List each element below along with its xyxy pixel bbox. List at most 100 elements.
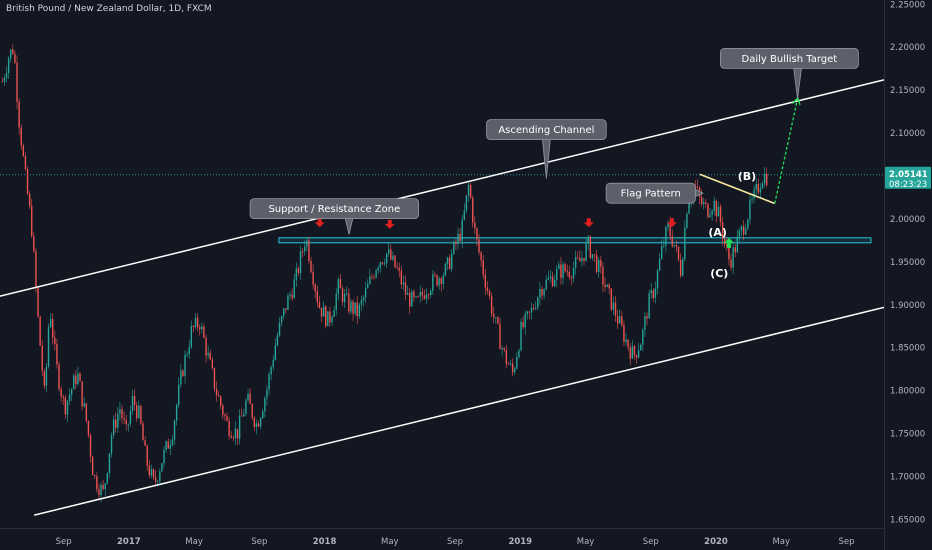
candle-body	[249, 393, 251, 405]
candle-body	[16, 62, 18, 102]
candle-body	[381, 262, 384, 264]
candle-body	[68, 394, 71, 401]
candle-body	[293, 279, 295, 299]
candle-body	[467, 184, 470, 196]
candle-body	[465, 195, 468, 211]
candle-body	[413, 291, 415, 298]
plot-area[interactable]: (B) (A) (C) Daily Bullish Target Ascending C…	[0, 44, 884, 516]
callout-box	[249, 198, 420, 220]
candle-body	[377, 267, 379, 271]
x-tick-label: Sep	[643, 537, 659, 547]
candle-body	[251, 404, 253, 418]
candle-body	[740, 226, 743, 231]
candle-body	[318, 302, 321, 308]
candle-body	[257, 423, 260, 427]
candle-body	[22, 145, 25, 156]
candle-body	[304, 246, 306, 252]
flag-pattern-line[interactable]	[699, 173, 776, 205]
candle-body	[511, 363, 514, 373]
candle-body	[608, 284, 610, 289]
candle-body	[577, 257, 579, 259]
candle-body	[247, 393, 249, 401]
bullish-target-arrow[interactable]	[774, 99, 798, 204]
candle-body	[136, 405, 138, 419]
candle-body	[434, 274, 436, 276]
chart-title: British Pound / New Zealand Dollar, 1D, …	[6, 4, 212, 14]
candle-body	[627, 339, 629, 348]
candle-body	[274, 345, 277, 361]
candle-body	[228, 420, 230, 436]
x-tick-label: Sep	[251, 537, 267, 547]
candle-body	[522, 321, 524, 328]
candle-body	[39, 316, 41, 346]
candle-body	[367, 283, 369, 289]
candle-body	[742, 226, 745, 235]
candle-body	[272, 360, 274, 368]
callout-label: Flag Pattern	[621, 189, 681, 200]
candle-body	[640, 344, 642, 351]
candle-body	[663, 245, 665, 247]
y-tick-label: 2.25000	[890, 0, 925, 10]
last-price-tag-bg	[885, 166, 931, 189]
candle-body	[621, 316, 623, 326]
candle-body	[322, 306, 325, 317]
candle-body	[753, 189, 755, 199]
candle-body	[238, 415, 241, 439]
candle-body	[169, 444, 172, 449]
candle-body	[390, 249, 392, 260]
callout-pointer	[541, 138, 551, 179]
ascending-channel-lower-line[interactable]	[34, 306, 884, 516]
candle-body	[761, 183, 764, 189]
callout-annotation[interactable]: Support / Resistance Zone	[249, 198, 420, 235]
x-axis: Sep 2017 May Sep 2018 May Sep 2019 May Sep 2020 May…	[56, 537, 855, 547]
callout-label: Support / Resistance Zone	[268, 204, 400, 215]
last-price-value: 2.05141	[889, 170, 928, 180]
candle-body	[673, 245, 676, 247]
callout-annotation[interactable]: Flag Pattern	[605, 182, 704, 204]
resistance-marker-arrow-icon	[384, 219, 395, 229]
candle-body	[669, 223, 671, 237]
candle-body	[453, 241, 455, 254]
candle-body	[108, 453, 111, 473]
candle-body	[329, 311, 331, 323]
candle-body	[751, 198, 753, 200]
candle-body	[18, 101, 20, 128]
candle-body	[675, 245, 678, 247]
ascending-channel-upper-line[interactable]	[0, 79, 884, 297]
callout-annotation[interactable]: Ascending Channel	[486, 119, 607, 179]
y-axis: 2.250002.200002.150002.100002.050002.000…	[890, 0, 925, 525]
candle-body	[371, 276, 373, 278]
candle-body	[734, 247, 736, 253]
candle-body	[73, 375, 75, 390]
candle-body	[715, 200, 718, 217]
candle-body	[203, 326, 205, 338]
candle-body	[150, 469, 153, 476]
candle-body	[180, 370, 182, 385]
candle-body	[222, 405, 224, 415]
candle-body	[642, 329, 644, 345]
candle-body	[438, 278, 440, 286]
y-tick-label: 1.80000	[890, 387, 925, 397]
y-tick-label: 1.65000	[890, 515, 925, 525]
callout-annotation[interactable]: Daily Bullish Target	[720, 47, 859, 99]
candle-body	[186, 354, 188, 355]
candle-body	[749, 199, 751, 220]
candle-body	[12, 49, 14, 54]
candle-body	[503, 347, 505, 350]
candle-body	[406, 293, 409, 295]
candle-body	[320, 307, 323, 317]
candle-body	[178, 384, 180, 405]
candle-body	[316, 291, 319, 303]
candle-body	[564, 264, 566, 272]
candle-body	[70, 389, 73, 395]
candle-body	[140, 405, 142, 424]
candle-body	[383, 263, 386, 265]
candle-body	[499, 323, 501, 350]
candle-body	[77, 373, 79, 385]
candle-body	[62, 396, 64, 398]
candle-body	[28, 193, 31, 207]
candle-body	[270, 367, 272, 375]
candle-body	[654, 288, 657, 299]
callout-pointer	[344, 217, 354, 235]
